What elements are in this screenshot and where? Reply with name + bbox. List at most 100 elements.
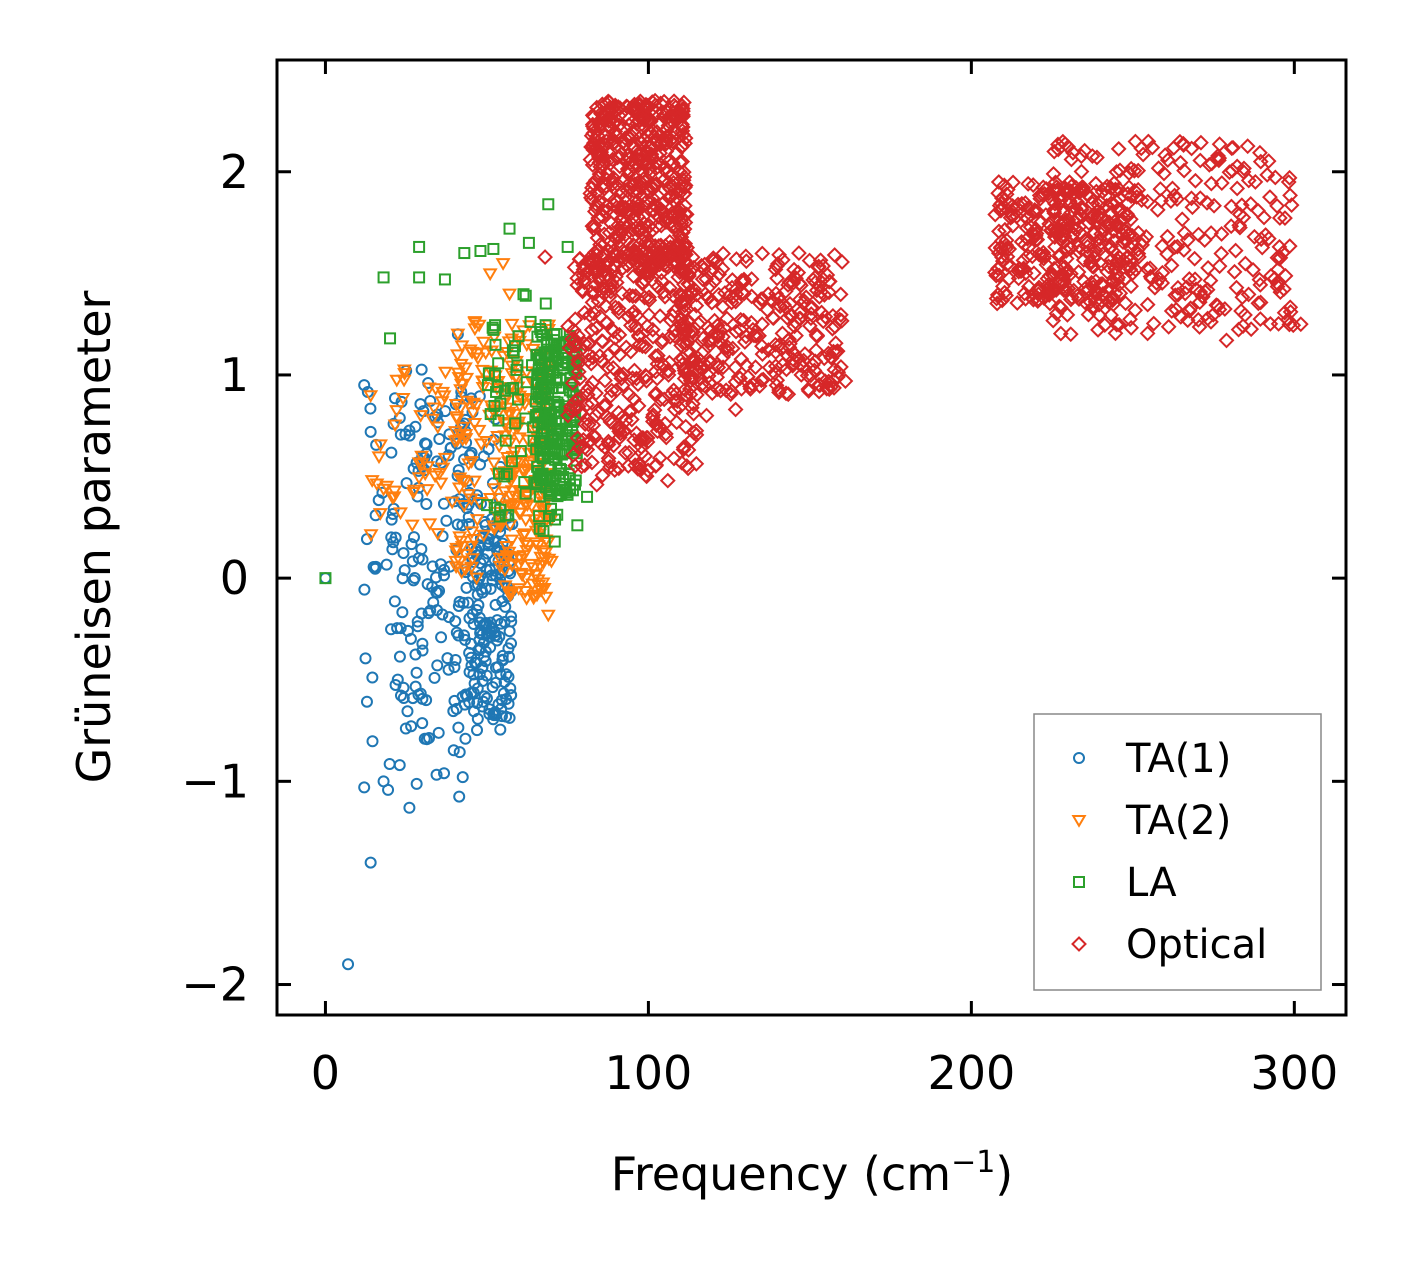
data-point-optical bbox=[1228, 279, 1245, 296]
data-point-optical bbox=[692, 370, 709, 387]
data-point-optical bbox=[1252, 311, 1269, 328]
data-point-ta-1 bbox=[416, 692, 429, 705]
data-point-optical bbox=[587, 407, 604, 424]
data-point-optical bbox=[771, 246, 787, 263]
data-point-optical bbox=[1108, 164, 1125, 180]
data-point-optical bbox=[1042, 295, 1058, 312]
data-point-ta-1 bbox=[414, 398, 427, 411]
data-point-optical bbox=[1099, 263, 1116, 280]
data-point-optical bbox=[1080, 306, 1097, 323]
data-point-optical bbox=[588, 247, 605, 263]
data-point-la bbox=[561, 240, 574, 253]
data-point-la bbox=[498, 470, 511, 483]
data-point-optical bbox=[575, 431, 592, 448]
data-point-la bbox=[384, 332, 397, 345]
data-point-ta-1 bbox=[438, 569, 451, 582]
data-point-optical bbox=[703, 294, 720, 311]
data-point-ta-2 bbox=[364, 475, 380, 488]
x-axis-label-suffix: ) bbox=[995, 1147, 1013, 1201]
data-point-optical bbox=[994, 278, 1011, 295]
data-point-optical bbox=[1050, 136, 1066, 153]
data-point-optical bbox=[1163, 257, 1180, 274]
data-point-optical bbox=[816, 287, 833, 303]
data-point-optical bbox=[1154, 238, 1171, 255]
data-point-optical bbox=[594, 208, 611, 225]
data-point-optical bbox=[1100, 294, 1117, 310]
data-point-optical bbox=[1122, 211, 1139, 228]
data-point-ta-1 bbox=[394, 689, 407, 702]
data-point-optical bbox=[1053, 186, 1070, 203]
data-point-optical bbox=[808, 282, 825, 299]
data-point-optical bbox=[1157, 147, 1174, 164]
data-point-ta-2 bbox=[513, 485, 529, 498]
data-point-optical bbox=[604, 151, 621, 168]
data-point-optical bbox=[669, 393, 686, 410]
data-point-ta-2 bbox=[411, 472, 427, 486]
data-point-optical bbox=[655, 104, 671, 121]
data-point-optical bbox=[712, 322, 729, 339]
series-ta-1 bbox=[319, 328, 519, 971]
data-point-optical bbox=[606, 134, 623, 151]
data-point-optical bbox=[1183, 140, 1200, 157]
data-point-ta-2 bbox=[469, 399, 485, 413]
data-point-optical bbox=[801, 252, 818, 269]
data-point-la bbox=[550, 484, 563, 497]
data-point-ta-2 bbox=[465, 407, 481, 421]
data-point-optical bbox=[813, 370, 830, 387]
data-point-la bbox=[539, 297, 552, 310]
data-point-ta-2 bbox=[504, 318, 520, 332]
data-point-optical bbox=[1240, 286, 1257, 303]
data-point-la bbox=[488, 369, 501, 382]
data-point-optical bbox=[709, 369, 726, 386]
data-point-ta-1 bbox=[456, 690, 469, 703]
data-point-optical bbox=[683, 399, 700, 416]
data-point-optical bbox=[627, 155, 643, 172]
data-point-optical bbox=[1170, 286, 1186, 303]
data-point-ta-2 bbox=[448, 561, 464, 575]
data-point-ta-1 bbox=[500, 668, 513, 681]
data-point-ta-2 bbox=[516, 550, 532, 563]
data-point-optical bbox=[674, 116, 690, 133]
data-point-ta-1 bbox=[453, 595, 466, 608]
data-point-la bbox=[554, 462, 567, 475]
data-point-ta-2 bbox=[476, 529, 492, 543]
data-point-ta-1 bbox=[383, 757, 396, 770]
axes-layer bbox=[275, 58, 1348, 1017]
data-point-optical bbox=[1022, 219, 1039, 235]
data-point-optical bbox=[795, 352, 812, 369]
data-point-ta-1 bbox=[403, 424, 416, 437]
data-point-optical bbox=[1107, 216, 1124, 233]
data-point-optical bbox=[611, 346, 628, 363]
data-point-optical bbox=[605, 323, 622, 340]
data-point-optical bbox=[1135, 232, 1151, 249]
data-point-ta-2 bbox=[454, 541, 470, 554]
data-point-optical bbox=[584, 454, 600, 471]
data-point-optical bbox=[790, 264, 807, 281]
data-point-ta-2 bbox=[478, 436, 494, 449]
data-point-optical bbox=[1040, 185, 1057, 202]
data-point-optical bbox=[737, 248, 754, 265]
data-point-optical bbox=[1209, 297, 1226, 314]
data-point-ta-2 bbox=[491, 492, 507, 506]
data-point-optical bbox=[611, 107, 628, 124]
data-point-ta-1 bbox=[477, 553, 490, 566]
data-point-optical bbox=[639, 97, 656, 114]
data-point-optical bbox=[680, 442, 697, 458]
data-point-optical bbox=[1106, 175, 1122, 192]
data-point-la bbox=[499, 434, 512, 447]
data-point-optical bbox=[702, 354, 718, 371]
data-point-optical bbox=[659, 209, 676, 225]
data-point-optical bbox=[1276, 281, 1292, 297]
data-point-optical bbox=[679, 239, 696, 256]
data-point-optical bbox=[649, 370, 666, 387]
data-point-optical bbox=[591, 193, 607, 210]
data-point-optical bbox=[655, 284, 672, 301]
data-point-optical bbox=[833, 312, 850, 329]
data-point-ta-2 bbox=[504, 559, 520, 573]
data-point-optical bbox=[802, 367, 819, 384]
data-point-la bbox=[534, 450, 547, 463]
data-point-ta-1 bbox=[489, 629, 502, 642]
data-point-optical bbox=[689, 355, 706, 372]
data-point-optical bbox=[821, 273, 838, 290]
